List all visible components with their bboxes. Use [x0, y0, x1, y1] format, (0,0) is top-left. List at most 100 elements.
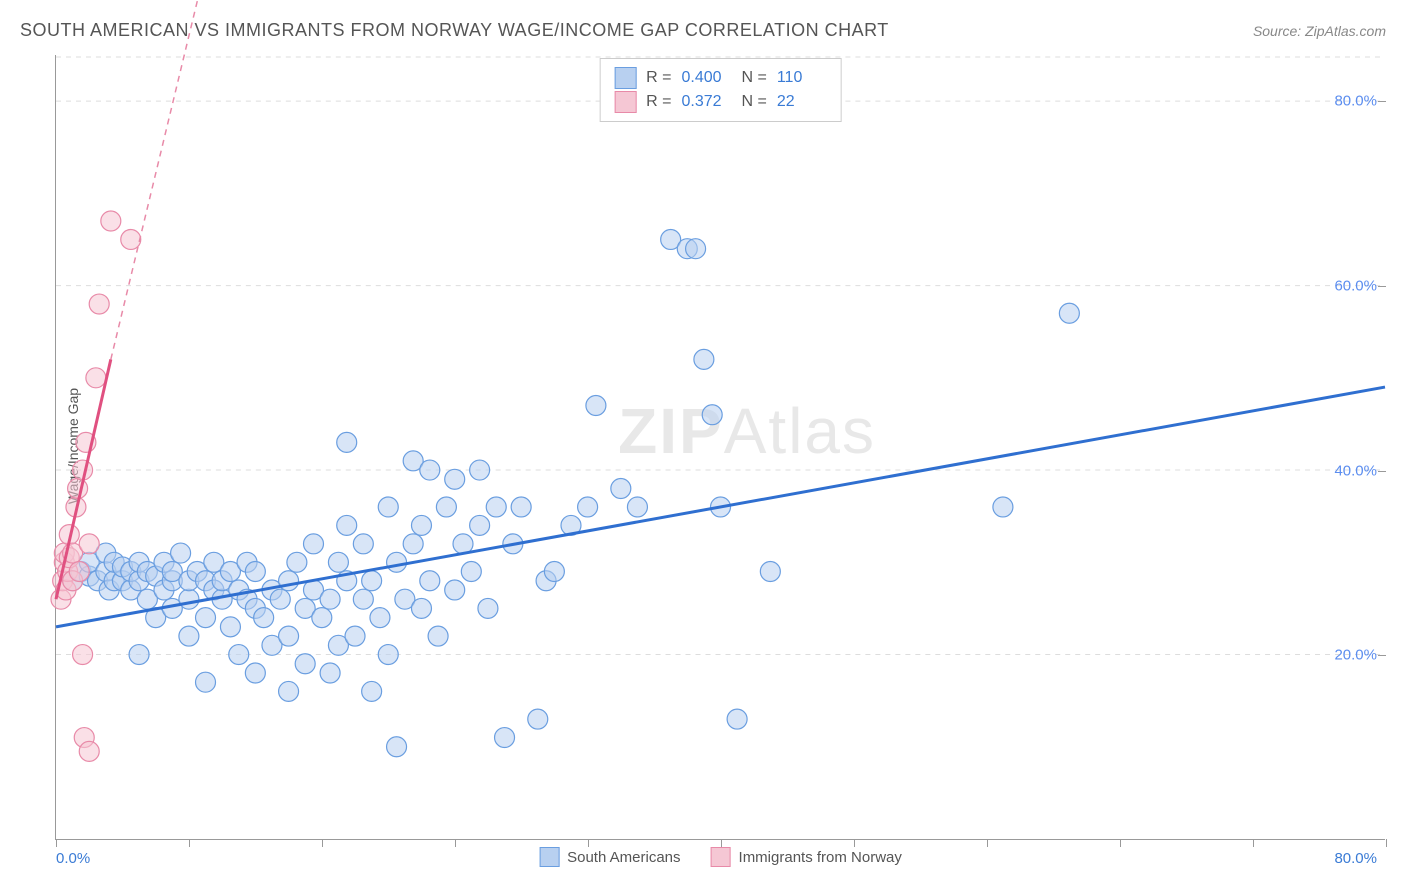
scatter-point — [79, 534, 99, 554]
scatter-point — [328, 552, 348, 572]
stats-row: R =0.400N =110 — [614, 67, 827, 89]
x-tick-mark — [721, 839, 722, 847]
scatter-point — [445, 580, 465, 600]
y-tick-label: 80.0% — [1334, 93, 1377, 110]
legend-swatch — [539, 847, 559, 867]
scatter-point — [270, 589, 290, 609]
stats-legend-box: R =0.400N =110R =0.372N =22 — [599, 58, 842, 122]
scatter-point — [411, 598, 431, 618]
y-tick-mark — [1378, 471, 1386, 472]
scatter-point — [420, 460, 440, 480]
scatter-point — [101, 211, 121, 231]
scatter-point — [89, 294, 109, 314]
trend-line-dashed — [111, 0, 222, 359]
scatter-point — [611, 479, 631, 499]
scatter-point — [279, 681, 299, 701]
scatter-point — [586, 396, 606, 416]
scatter-point — [245, 562, 265, 582]
scatter-point — [461, 562, 481, 582]
scatter-point — [478, 598, 498, 618]
scatter-point — [470, 460, 490, 480]
scatter-point — [627, 497, 647, 517]
scatter-point — [528, 709, 548, 729]
scatter-point — [304, 534, 324, 554]
scatter-point — [312, 608, 332, 628]
scatter-point — [73, 645, 93, 665]
scatter-point — [362, 681, 382, 701]
scatter-point — [86, 368, 106, 388]
scatter-point — [1059, 303, 1079, 323]
chart-title: SOUTH AMERICAN VS IMMIGRANTS FROM NORWAY… — [20, 20, 889, 41]
x-min-label: 0.0% — [56, 850, 90, 867]
r-label: R = — [646, 69, 671, 87]
scatter-point — [993, 497, 1013, 517]
r-label: R = — [646, 93, 671, 111]
scatter-point — [121, 229, 141, 249]
scatter-point — [436, 497, 456, 517]
scatter-point — [287, 552, 307, 572]
scatter-point — [337, 432, 357, 452]
y-tick-mark — [1378, 286, 1386, 287]
n-label: N = — [742, 93, 767, 111]
scatter-svg — [56, 55, 1385, 839]
source-name: ZipAtlas.com — [1305, 23, 1386, 39]
legend-swatch — [614, 67, 636, 89]
n-label: N = — [742, 69, 767, 87]
stats-row: R =0.372N =22 — [614, 91, 827, 113]
r-value: 0.372 — [682, 93, 732, 111]
scatter-point — [378, 645, 398, 665]
scatter-point — [337, 515, 357, 535]
scatter-point — [470, 515, 490, 535]
legend-label: Immigrants from Norway — [739, 849, 902, 866]
chart-header: SOUTH AMERICAN VS IMMIGRANTS FROM NORWAY… — [20, 20, 1386, 41]
scatter-point — [69, 562, 89, 582]
x-tick-mark — [56, 839, 57, 847]
r-value: 0.400 — [682, 69, 732, 87]
x-tick-mark — [854, 839, 855, 847]
x-tick-mark — [588, 839, 589, 847]
scatter-point — [295, 654, 315, 674]
trend-line — [56, 387, 1385, 627]
scatter-point — [196, 672, 216, 692]
plot-area: ZIPAtlas 20.0%40.0%60.0%80.0% 0.0% 80.0%… — [55, 55, 1385, 840]
scatter-point — [353, 534, 373, 554]
legend-item: Immigrants from Norway — [711, 847, 902, 867]
scatter-point — [245, 663, 265, 683]
source-prefix: Source: — [1253, 23, 1305, 39]
scatter-point — [68, 479, 88, 499]
x-tick-mark — [1386, 839, 1387, 847]
y-tick-label: 60.0% — [1334, 277, 1377, 294]
scatter-point — [403, 534, 423, 554]
y-tick-label: 20.0% — [1334, 647, 1377, 664]
scatter-point — [486, 497, 506, 517]
scatter-point — [220, 617, 240, 637]
scatter-point — [320, 663, 340, 683]
scatter-point — [760, 562, 780, 582]
x-tick-mark — [455, 839, 456, 847]
y-tick-label: 40.0% — [1334, 462, 1377, 479]
scatter-point — [320, 589, 340, 609]
scatter-point — [428, 626, 448, 646]
scatter-point — [686, 239, 706, 259]
scatter-point — [129, 645, 149, 665]
scatter-point — [345, 626, 365, 646]
chart-source: Source: ZipAtlas.com — [1253, 23, 1386, 39]
scatter-point — [362, 571, 382, 591]
scatter-point — [387, 737, 407, 757]
legend-item: South Americans — [539, 847, 680, 867]
scatter-point — [387, 552, 407, 572]
scatter-point — [727, 709, 747, 729]
x-tick-mark — [322, 839, 323, 847]
scatter-point — [495, 728, 515, 748]
y-tick-mark — [1378, 655, 1386, 656]
scatter-point — [279, 571, 299, 591]
scatter-point — [79, 741, 99, 761]
scatter-point — [370, 608, 390, 628]
scatter-point — [179, 626, 199, 646]
scatter-point — [229, 645, 249, 665]
scatter-point — [544, 562, 564, 582]
scatter-point — [179, 589, 199, 609]
x-tick-mark — [189, 839, 190, 847]
scatter-point — [353, 589, 373, 609]
scatter-point — [694, 349, 714, 369]
